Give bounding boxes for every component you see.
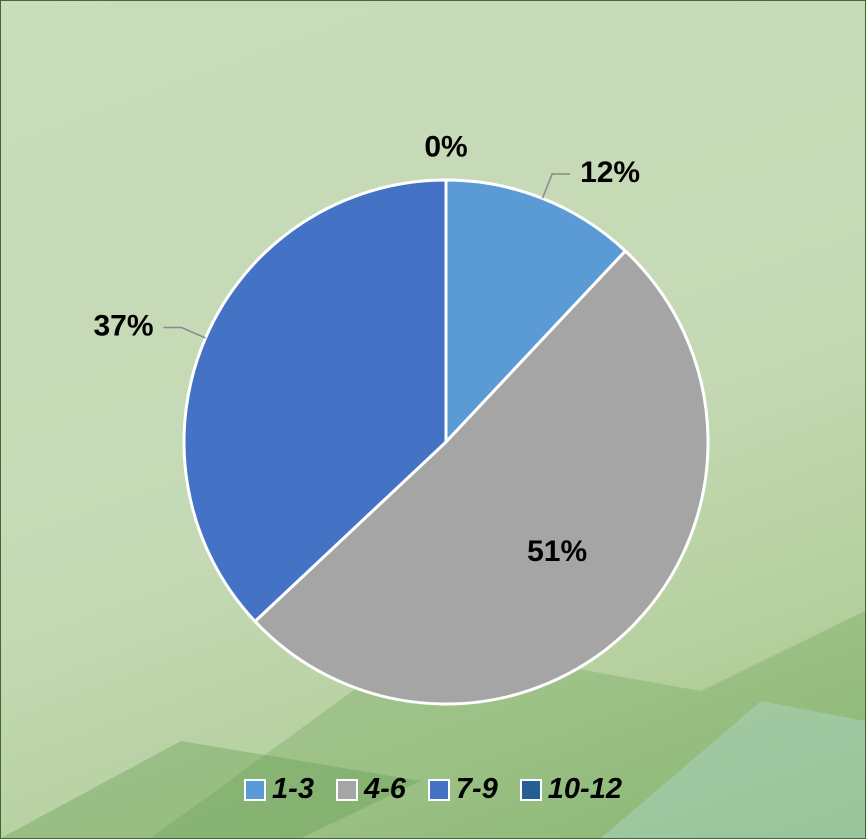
legend-swatch [244, 779, 266, 801]
legend-item: 4-6 [336, 773, 406, 806]
legend-label: 10-12 [548, 773, 622, 806]
leader-line [542, 174, 570, 198]
legend-item: 7-9 [428, 773, 498, 806]
legend-swatch [428, 779, 450, 801]
legend-swatch [336, 779, 358, 801]
data-label: 0% [424, 130, 467, 163]
chart: 12% 51% 37% 0% [1, 1, 865, 838]
data-label: 37% [93, 309, 153, 342]
legend-label: 1-3 [272, 773, 314, 806]
legend-item: 10-12 [520, 773, 622, 806]
data-label: 51% [527, 535, 587, 568]
legend-swatch [520, 779, 542, 801]
leader-line [164, 328, 206, 338]
legend-label: 4-6 [364, 773, 406, 806]
legend: 1-3 4-6 7-9 10-12 [1, 773, 865, 806]
data-label: 12% [580, 156, 640, 189]
legend-item: 1-3 [244, 773, 314, 806]
chart-frame: 12% 51% 37% 0% 1-3 4-6 7-9 10-12 [0, 0, 866, 839]
legend-label: 7-9 [456, 773, 498, 806]
